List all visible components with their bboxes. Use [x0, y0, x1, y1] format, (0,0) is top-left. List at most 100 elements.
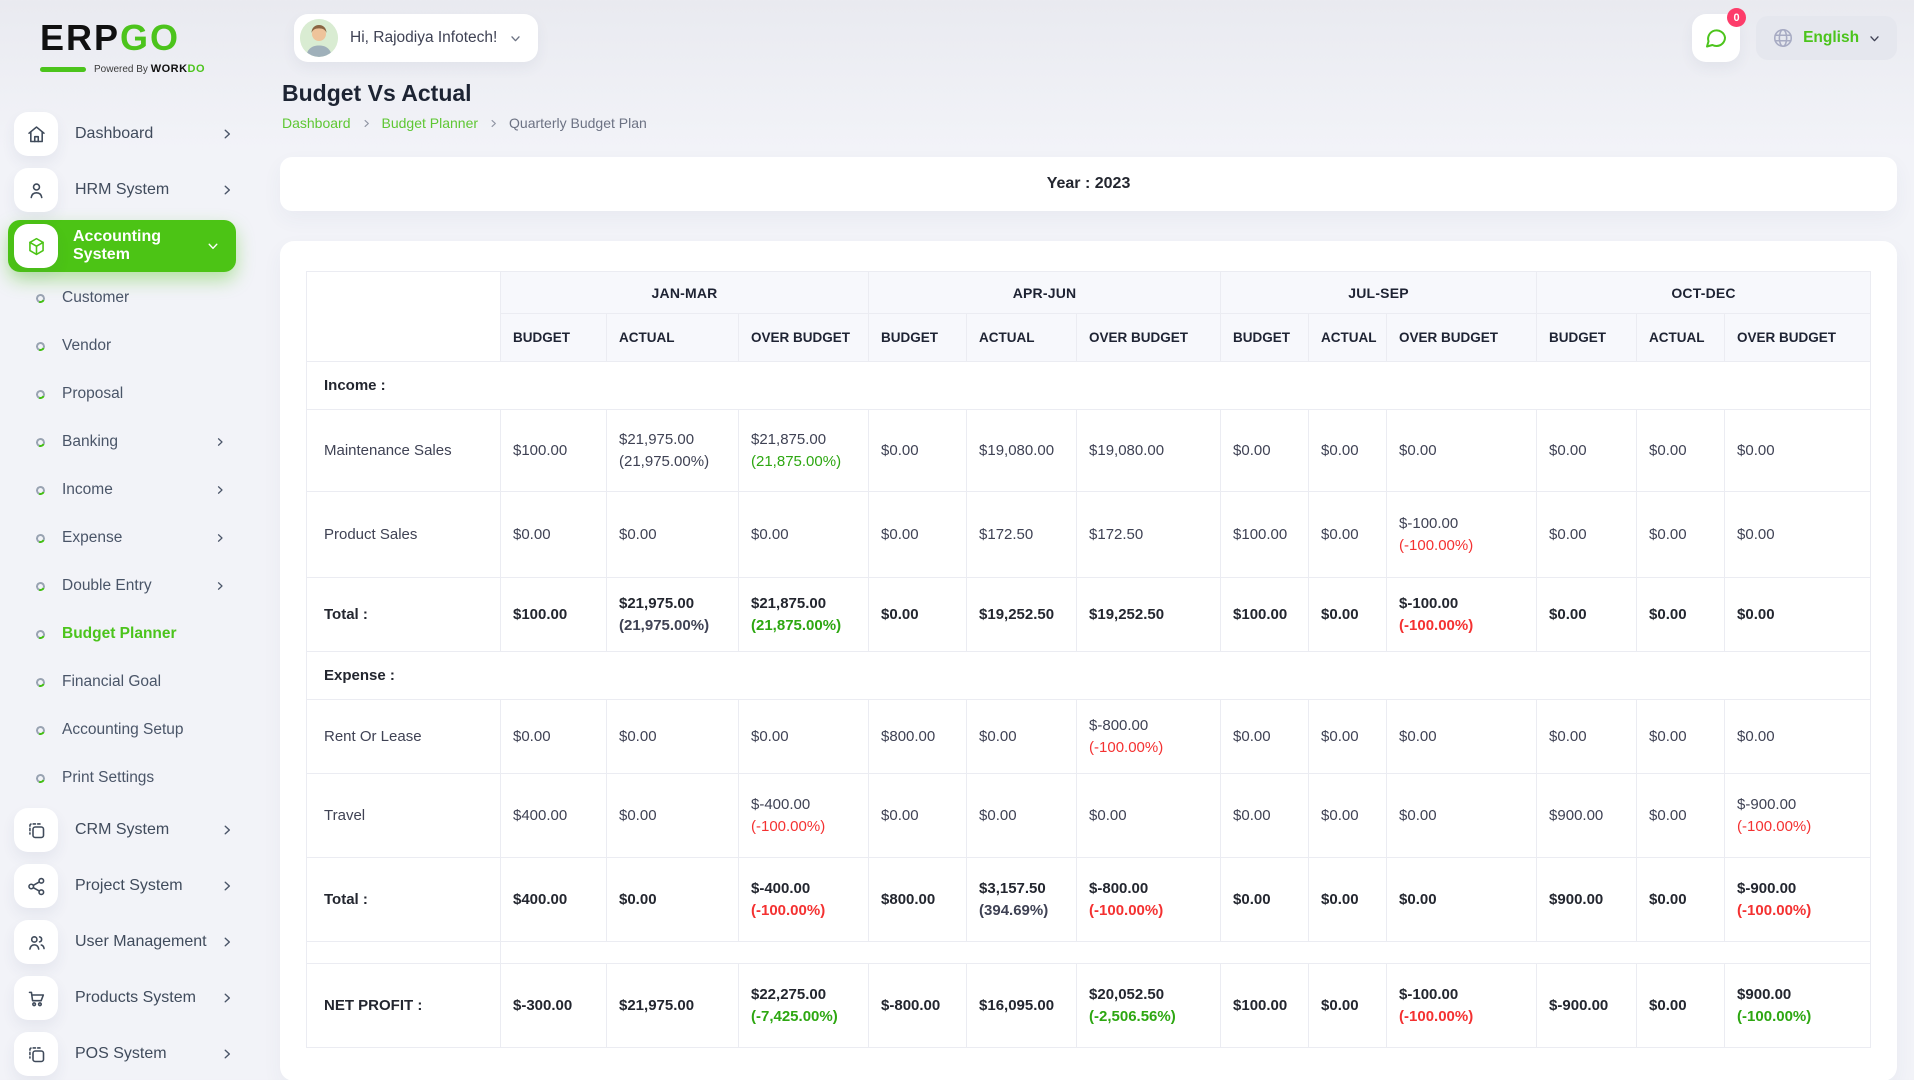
- user-menu[interactable]: Hi, Rajodiya Infotech!: [294, 14, 539, 62]
- cell: $0.00: [500, 491, 607, 578]
- cell: $-400.00 (-100.00%): [737, 857, 870, 942]
- column-header: OVER BUDGET: [1724, 313, 1872, 362]
- row-label: Total :: [306, 577, 501, 652]
- sidebar: ERPGO Powered By WORKDO Dashboard HRM Sy…: [0, 0, 250, 1080]
- sidebar-item-vendor[interactable]: Vendor: [14, 322, 250, 370]
- cell: $0.00: [1386, 773, 1538, 858]
- sidebar-item-proposal[interactable]: Proposal: [14, 370, 250, 418]
- sidebar-item-expense[interactable]: Expense: [14, 514, 250, 562]
- sidebar-item-budget-planner[interactable]: Budget Planner: [14, 610, 250, 658]
- cell-amount: $0.00: [979, 728, 1017, 745]
- cell: $0.00: [1724, 577, 1872, 652]
- cell-percent: (-100.00%): [751, 902, 826, 919]
- sidebar-item-customer[interactable]: Customer: [14, 274, 250, 322]
- sidebar-item-project-system[interactable]: Project System: [14, 858, 250, 914]
- cell: $0.00: [868, 773, 968, 858]
- cell-amount: $100.00: [1233, 997, 1288, 1014]
- avatar: [300, 19, 338, 57]
- cell-percent: (-2,506.56%): [1089, 1008, 1176, 1025]
- cell: $19,080.00: [966, 409, 1078, 492]
- cell: $0.00: [1636, 857, 1726, 942]
- corner-cell: [306, 271, 501, 362]
- cell: $0.00: [1308, 699, 1388, 774]
- cell-amount: $0.00: [1321, 997, 1359, 1014]
- cell-amount: $0.00: [1233, 442, 1271, 459]
- cell-amount: $19,080.00: [979, 442, 1055, 459]
- cell-amount: $-800.00: [881, 997, 941, 1014]
- chevron-right-icon: [491, 119, 496, 127]
- cell: $19,252.50: [1076, 577, 1222, 652]
- breadcrumb-link-dashboard[interactable]: Dashboard: [282, 115, 351, 131]
- language-selector[interactable]: English: [1756, 16, 1898, 60]
- table-row: Product Sales $0.00 $0.00 $0.00 $0.00 $1…: [306, 491, 1872, 578]
- sidebar-item-hrm-system[interactable]: HRM System: [14, 162, 250, 218]
- cell: $0.00: [1308, 409, 1388, 492]
- bullet-icon: [34, 628, 47, 640]
- row-label: NET PROFIT :: [306, 963, 501, 1048]
- sidebar-item-print-settings[interactable]: Print Settings: [14, 754, 250, 802]
- cell: $-100.00 (-100.00%): [1386, 577, 1538, 652]
- cell-amount: $16,095.00: [979, 997, 1055, 1014]
- cell: $-800.00: [868, 963, 968, 1048]
- cell-amount: $0.00: [1649, 526, 1687, 543]
- cell: $0.00: [868, 577, 968, 652]
- sidebar-item-double-entry[interactable]: Double Entry: [14, 562, 250, 610]
- sidebar-item-dashboard[interactable]: Dashboard: [14, 106, 250, 162]
- cell-amount: $19,252.50: [1089, 606, 1165, 623]
- language-label: English: [1803, 29, 1860, 46]
- cell-amount: $0.00: [1737, 526, 1775, 543]
- chevron-down-icon: [511, 35, 520, 41]
- cell: $900.00: [1536, 773, 1638, 858]
- sidebar-item-user-management[interactable]: User Management: [14, 914, 250, 970]
- cell-amount: $3,157.50: [979, 880, 1046, 897]
- section-label: Income :: [305, 361, 1872, 410]
- cell: $900.00: [1536, 857, 1638, 942]
- cell: $0.00: [606, 699, 739, 774]
- cell-amount: $21,875.00: [751, 595, 827, 612]
- cell: $-100.00 (-100.00%): [1386, 963, 1538, 1048]
- cell: $0.00: [1636, 699, 1726, 774]
- logo-text: ERPGO: [40, 17, 181, 58]
- users-icon: [14, 920, 58, 964]
- cell: $0.00: [1724, 491, 1872, 578]
- brand-logo[interactable]: ERPGO Powered By WORKDO: [14, 12, 250, 96]
- cell: $-300.00: [500, 963, 607, 1048]
- cell-amount: $0.00: [1649, 997, 1687, 1014]
- sidebar-item-income[interactable]: Income: [14, 466, 250, 514]
- cell: $21,975.00 (21,975.00%): [606, 577, 739, 652]
- column-header: ACTUAL: [606, 313, 739, 362]
- sidebar-item-products-system[interactable]: Products System: [14, 970, 250, 1026]
- sidebar-item-accounting-setup[interactable]: Accounting Setup: [14, 706, 250, 754]
- topbar: Hi, Rajodiya Infotech! 0 English: [280, 0, 1898, 66]
- cell: $19,252.50: [966, 577, 1078, 652]
- sidebar-item-crm-system[interactable]: CRM System: [14, 802, 250, 858]
- chevron-right-icon: [224, 185, 231, 195]
- cell-amount: $0.00: [1399, 807, 1437, 824]
- column-header: BUDGET: [1220, 313, 1310, 362]
- cell: $0.00: [1308, 773, 1388, 858]
- cell-amount: $400.00: [513, 891, 568, 908]
- page-header: Budget Vs Actual Dashboard Budget Planne…: [280, 80, 1897, 131]
- chevron-right-icon: [224, 825, 231, 835]
- cell-percent: (394.69%): [979, 902, 1049, 919]
- cell: $21,875.00 (21,875.00%): [737, 577, 870, 652]
- cell-amount: $0.00: [881, 442, 919, 459]
- sidebar-item-accounting-system[interactable]: Accounting System: [8, 220, 236, 272]
- cell-percent: (-100.00%): [1399, 617, 1474, 634]
- cell-amount: $0.00: [1649, 606, 1687, 623]
- cell-amount: $0.00: [1399, 442, 1437, 459]
- cell: $0.00: [1076, 773, 1222, 858]
- page-title: Budget Vs Actual: [282, 80, 472, 106]
- breadcrumb-link-budget-planner[interactable]: Budget Planner: [381, 115, 479, 131]
- sidebar-item-financial-goal[interactable]: Financial Goal: [14, 658, 250, 706]
- table-row: Travel $400.00 $0.00 $-400.00 (-100.00%) …: [306, 773, 1872, 858]
- cell: $0.00: [1636, 773, 1726, 858]
- section-row: Income :: [305, 361, 1872, 410]
- layers-icon: [14, 808, 58, 852]
- sidebar-item-banking[interactable]: Banking: [14, 418, 250, 466]
- messages-button[interactable]: 0: [1692, 8, 1747, 62]
- cell-amount: $0.00: [1649, 442, 1687, 459]
- cell: $0.00: [1636, 409, 1726, 492]
- cell: $172.50: [1076, 491, 1222, 578]
- sidebar-item-pos-system[interactable]: POS System: [14, 1026, 250, 1080]
